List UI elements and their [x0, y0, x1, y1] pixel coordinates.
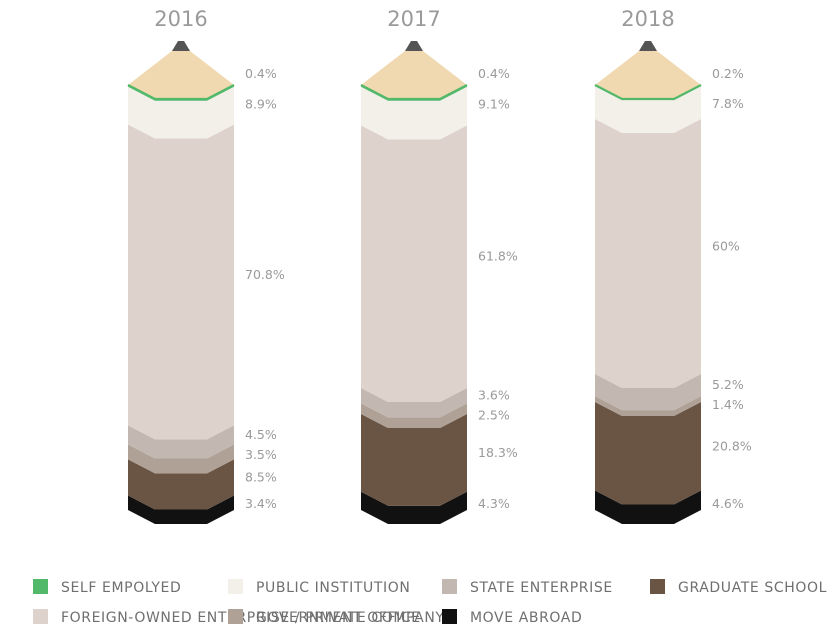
- pencil-lead-2016: [172, 41, 190, 51]
- pct-label-2017-graduate-school: 18.3%: [478, 445, 518, 460]
- pct-label-2018-government-office: 1.4%: [712, 397, 744, 412]
- year-label-2018: 2018: [621, 7, 674, 31]
- pct-label-2016-government-office: 3.5%: [245, 447, 277, 462]
- pct-label-2017-move-abroad: 4.3%: [478, 496, 510, 511]
- pencil-wood-2016: [128, 51, 234, 99]
- self-employed-band-2018: [594, 84, 702, 101]
- pencil-2017: 2017 0.4% 9.1% 61.8% 3.6% 2.5% 18.3% 4.3%: [360, 7, 518, 524]
- pct-label-2016-move-abroad: 3.4%: [245, 496, 277, 511]
- segment-2017-government-office: [361, 403, 467, 428]
- legend-label-foreign-owned-enterprise-private-company: FOREIGN-OWNED ENTERPRISE / PRIVATE COMPA…: [61, 610, 445, 626]
- legend-swatch-move-abroad: [442, 609, 457, 624]
- pct-label-2016-graduate-school: 8.5%: [245, 469, 277, 484]
- pencils-group: 2016 0.4% 8.9% 70.8% 4.5% 3.5% 8.5% 3.4% 2017 0.4…: [127, 7, 752, 524]
- pct-label-2018-move-abroad: 4.6%: [712, 496, 744, 511]
- segment-2018-foreign-owned-enterprise-private-company: [595, 119, 701, 388]
- legend: SELF EMPOLYED PUBLIC INSTITUTION STATE ENT…: [33, 579, 827, 626]
- segment-2016-government-office: [128, 444, 234, 474]
- pct-label-2017-self-empolyed: 0.4%: [478, 66, 510, 81]
- segment-2018-state-enterprise: [595, 374, 701, 411]
- pct-label-2017-government-office: 2.5%: [478, 408, 510, 423]
- legend-item-state-enterprise: STATE ENTERPRISE: [442, 579, 613, 596]
- segment-2016-graduate-school: [128, 459, 234, 510]
- legend-swatch-government-office: [228, 609, 243, 624]
- segment-2017-public-institution: [361, 86, 467, 140]
- segment-2016-move-abroad: [128, 495, 234, 524]
- pct-label-2016-public-institution: 8.9%: [245, 97, 277, 112]
- legend-item-self-empolyed: SELF EMPOLYED: [33, 579, 181, 596]
- legend-swatch-state-enterprise: [442, 579, 457, 594]
- self-employed-band-2016: [127, 84, 235, 101]
- pct-label-2018-graduate-school: 20.8%: [712, 438, 752, 453]
- segment-2018-move-abroad: [595, 490, 701, 524]
- segment-2016-state-enterprise: [128, 425, 234, 459]
- pct-label-2018-self-empolyed: 0.2%: [712, 66, 744, 81]
- legend-swatch-graduate-school: [650, 579, 665, 594]
- legend-label-self-empolyed: SELF EMPOLYED: [61, 580, 181, 596]
- legend-label-move-abroad: MOVE ABROAD: [470, 610, 582, 626]
- legend-item-move-abroad: MOVE ABROAD: [442, 609, 582, 626]
- pct-label-2018-state-enterprise: 5.2%: [712, 377, 744, 392]
- segment-2018-public-institution: [595, 85, 701, 133]
- pencil-2018: 2018 0.2% 7.8% 60% 5.2% 1.4% 20.8% 4.6%: [594, 7, 752, 524]
- pct-label-2018-foreign-owned-enterprise-private-company: 60%: [712, 239, 740, 254]
- legend-item-graduate-school: GRADUATE SCHOOL: [650, 579, 827, 596]
- pencil-wood-2017: [361, 51, 467, 99]
- segment-2017-foreign-owned-enterprise-private-company: [361, 125, 467, 403]
- segment-2018-graduate-school: [595, 402, 701, 505]
- legend-label-government-office: GOVERNMENT OFFICE: [256, 610, 421, 626]
- pencil-lead-2017: [405, 41, 423, 51]
- self-employed-band-2017: [360, 84, 468, 101]
- pct-label-2016-foreign-owned-enterprise-private-company: 70.8%: [245, 267, 285, 282]
- pct-label-2018-public-institution: 7.8%: [712, 96, 744, 111]
- pct-label-2016-state-enterprise: 4.5%: [245, 427, 277, 442]
- pencil-wood-2018: [595, 51, 701, 99]
- year-label-2016: 2016: [154, 7, 207, 31]
- pencil-lead-2018: [639, 41, 657, 51]
- segment-2017-graduate-school: [361, 413, 467, 506]
- pct-label-2017-foreign-owned-enterprise-private-company: 61.8%: [478, 249, 518, 264]
- pct-label-2017-public-institution: 9.1%: [478, 97, 510, 112]
- segment-2018-government-office: [595, 396, 701, 417]
- segment-2016-foreign-owned-enterprise-private-company: [128, 124, 234, 440]
- legend-label-state-enterprise: STATE ENTERPRISE: [470, 580, 613, 596]
- legend-label-public-institution: PUBLIC INSTITUTION: [256, 580, 410, 596]
- legend-item-foreign-owned-enterprise-private-company: FOREIGN-OWNED ENTERPRISE / PRIVATE COMPA…: [33, 609, 445, 626]
- pct-label-2017-state-enterprise: 3.6%: [478, 388, 510, 403]
- legend-item-government-office: GOVERNMENT OFFICE: [228, 609, 421, 626]
- pencil-2016: 2016 0.4% 8.9% 70.8% 4.5% 3.5% 8.5% 3.4%: [127, 7, 285, 524]
- legend-label-graduate-school: GRADUATE SCHOOL: [678, 580, 827, 596]
- segment-2016-public-institution: [128, 86, 234, 139]
- segment-2017-state-enterprise: [361, 388, 467, 418]
- legend-swatch-public-institution: [228, 579, 243, 594]
- legend-swatch-self-empolyed: [33, 579, 48, 594]
- legend-item-public-institution: PUBLIC INSTITUTION: [228, 579, 410, 596]
- legend-swatch-foreign-owned-enterprise-private-company: [33, 609, 48, 624]
- pct-label-2016-self-empolyed: 0.4%: [245, 66, 277, 81]
- year-label-2017: 2017: [387, 7, 440, 31]
- segment-2017-move-abroad: [361, 491, 467, 524]
